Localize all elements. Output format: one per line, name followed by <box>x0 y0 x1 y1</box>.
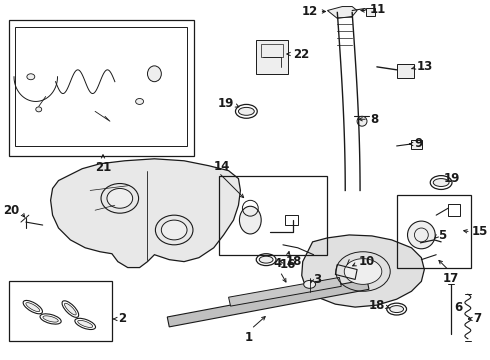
Bar <box>396 195 471 267</box>
Text: 8: 8 <box>370 113 378 126</box>
Text: 4: 4 <box>274 257 282 270</box>
Text: 17: 17 <box>443 271 459 284</box>
Bar <box>256 40 288 74</box>
Bar <box>219 176 327 255</box>
Text: 22: 22 <box>293 48 309 60</box>
Ellipse shape <box>239 107 254 115</box>
Ellipse shape <box>390 306 404 312</box>
Bar <box>366 8 375 17</box>
Ellipse shape <box>107 189 133 208</box>
Ellipse shape <box>43 316 58 322</box>
Text: 14: 14 <box>214 159 230 173</box>
Text: 21: 21 <box>95 161 111 174</box>
Text: 6: 6 <box>454 301 462 314</box>
Polygon shape <box>302 235 424 307</box>
Ellipse shape <box>136 99 144 104</box>
Text: 12: 12 <box>301 5 318 18</box>
Polygon shape <box>50 159 241 267</box>
Ellipse shape <box>147 66 161 82</box>
Ellipse shape <box>27 74 35 80</box>
Circle shape <box>357 116 367 126</box>
Ellipse shape <box>259 256 273 263</box>
Text: 19: 19 <box>444 172 461 185</box>
Text: 16: 16 <box>280 258 296 271</box>
Text: 13: 13 <box>416 60 433 73</box>
Polygon shape <box>167 279 369 327</box>
Circle shape <box>408 221 435 249</box>
Ellipse shape <box>161 220 187 240</box>
Ellipse shape <box>433 179 449 186</box>
Text: 9: 9 <box>415 138 423 150</box>
Ellipse shape <box>26 303 40 312</box>
Ellipse shape <box>65 303 76 315</box>
Text: 1: 1 <box>245 331 252 344</box>
Bar <box>412 140 422 149</box>
Ellipse shape <box>78 320 93 328</box>
Ellipse shape <box>240 206 261 234</box>
Ellipse shape <box>344 259 382 284</box>
Text: 15: 15 <box>472 225 488 238</box>
Text: 5: 5 <box>438 229 446 242</box>
Polygon shape <box>327 6 357 18</box>
Bar <box>9 21 194 156</box>
Bar <box>261 44 283 57</box>
Bar <box>9 282 112 341</box>
Text: 11: 11 <box>370 3 386 16</box>
Text: 20: 20 <box>3 204 19 217</box>
Bar <box>448 204 460 216</box>
Bar <box>15 27 187 146</box>
Text: 2: 2 <box>118 312 126 325</box>
Ellipse shape <box>304 280 316 288</box>
Polygon shape <box>228 278 341 306</box>
Ellipse shape <box>36 107 42 112</box>
Text: 3: 3 <box>314 273 322 286</box>
Text: 18: 18 <box>286 255 302 268</box>
Text: 18: 18 <box>368 299 385 312</box>
Bar <box>396 64 415 78</box>
Text: 10: 10 <box>359 255 375 268</box>
Text: 7: 7 <box>473 312 481 325</box>
Bar <box>285 215 298 225</box>
Text: 19: 19 <box>218 97 235 110</box>
